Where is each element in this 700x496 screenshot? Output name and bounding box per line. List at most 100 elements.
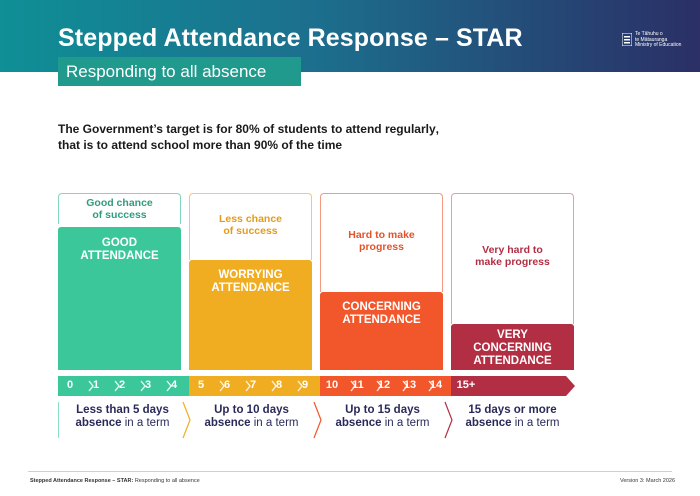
block-concerning-attendance: CONCERNING ATTENDANCE [320,292,443,370]
block-very-concerning-attendance: VERY CONCERNING ATTENDANCE [451,324,574,370]
scale-chevron [166,380,172,392]
range-worrying-term: in a term [250,417,299,429]
scale-chevron [350,380,356,392]
range-divider [444,401,453,439]
target-line-2: that is to attend school more than 90% o… [58,138,343,152]
chance-good-line-1: Good chance [86,197,153,209]
ministry-logo-icon [622,33,632,46]
page-title: Stepped Attendance Response – STAR [58,24,523,53]
scale-segment-very-concerning [451,376,575,396]
range-concerning-absence: absence [335,417,382,429]
label-good-line-2: ATTENDANCE [80,250,159,262]
scale-chevron [88,380,94,392]
column-frame-concerning [320,193,443,292]
subtitle-box: Responding to all absence [58,57,301,86]
chance-good-line-2: of success [92,208,147,221]
range-good-days: Less than 5 days [76,404,169,416]
block-good-attendance: GOOD ATTENDANCE [58,227,181,370]
chance-good: Good chance of success [58,197,181,221]
scale-number: 7 [249,379,257,391]
range-dividers [58,401,453,439]
label-very-concerning-line-1: VERY [497,329,528,341]
target-statement: The Government’s target is for 80% of st… [58,121,439,153]
chance-very-concerning: Very hard to make progress [451,244,574,268]
chance-worrying-line-1: Less chance [218,213,283,225]
label-good-line-1: GOOD [101,237,138,249]
range-very-concerning-term: in a term [511,417,560,429]
scale-chevron [271,380,277,392]
range-divider [182,401,191,439]
range-concerning-days: Up to 15 days [345,404,420,416]
scale-chevron [297,380,303,392]
scale-number: 0 [66,379,74,391]
range-worrying-absence: absence [204,417,251,429]
label-worrying-line-1: WORRYING [218,269,283,281]
label-concerning-line-1: CONCERNING [342,301,421,313]
block-worrying-attendance: WORRYING ATTENDANCE [189,260,312,370]
column-frame-worrying [189,193,312,260]
range-concerning: Up to 15 days absence in a term [322,404,443,430]
target-pre: The Government’s target is for [58,122,236,136]
scale-chevron [376,380,382,392]
scale-number: 13 [403,379,417,391]
label-worrying-line-2: ATTENDANCE [211,282,290,294]
label-very-concerning-line-3: ATTENDANCE [473,355,552,367]
scale-number: 3 [144,379,152,391]
logo-line-1: Te Tāhuhu o [635,31,663,37]
scale-number: 11 [352,379,364,391]
range-good-absence: absence [75,417,122,429]
footer-title: Stepped Attendance Response – STAR: Resp… [30,478,200,484]
target-bold: 80% of students to attend regularly [235,122,436,136]
range-good-term: in a term [121,417,170,429]
chance-concerning: Hard to make progress [320,229,443,253]
scale-number: 15+ [456,379,476,391]
scale-segment-good [58,376,189,396]
range-very-concerning-absence: absence [465,417,512,429]
scale-chevron [219,380,225,392]
footer-version: Version 3: March 2026 [620,478,676,484]
logo-line-3: Ministry of Education [635,42,682,48]
range-good: Less than 5 days absence in a term [62,404,183,430]
chance-concerning-line-1: Hard to make [348,229,415,241]
footer-divider [28,471,672,472]
target-post: , [435,122,439,136]
logo-line-2: te Mātauranga [635,36,668,43]
scale-chevron [245,380,251,392]
range-worrying: Up to 10 days absence in a term [191,404,312,430]
chance-worrying-line-2: of success [223,224,278,237]
scale-number: 8 [275,379,283,391]
footer-title-rest: Responding to all absence [133,478,200,484]
range-divider [313,401,322,439]
scale-chevron [114,380,120,392]
scale-number: 6 [223,379,231,391]
scale-number: 4 [170,379,178,391]
chance-concerning-line-2: progress [359,240,404,253]
column-frame-good [58,193,181,224]
range-worrying-days: Up to 10 days [214,404,289,416]
scale-number: 1 [92,379,100,391]
scale-chevron [402,380,408,392]
scale-number: 14 [429,379,443,391]
scale-chevron [140,380,146,392]
subtitle: Responding to all absence [66,62,267,81]
ministry-logo-text: Te Tāhuhu o te Mātauranga Ministry of Ed… [635,31,682,49]
scale-segment-worrying [189,376,320,396]
scale-number: 5 [197,379,205,391]
footer-title-bold: Stepped Attendance Response – STAR: [30,478,134,484]
chance-very-concerning-line-2: make progress [475,255,550,268]
scale-chevron [428,380,434,392]
absence-day-scale: 0 1 2 3 4 5 6 7 8 9 10 11 12 13 14 15+ [58,376,575,396]
label-concerning-line-2: ATTENDANCE [342,314,421,326]
title-main: Stepped Attendance Response – [58,24,456,52]
chance-worrying: Less chance of success [189,213,312,237]
scale-segment-concerning [320,376,451,396]
ministry-logo: Te Tāhuhu o te Mātauranga Ministry of Ed… [622,31,682,50]
range-concerning-term: in a term [381,417,430,429]
scale-number: 9 [301,379,309,391]
chance-very-concerning-line-1: Very hard to [482,244,543,256]
range-very-concerning-days: 15 days or more [468,404,557,416]
scale-number: 12 [377,379,391,391]
scale-number: 10 [325,379,339,391]
title-emphasis: STAR [456,24,523,52]
scale-number: 2 [118,379,126,391]
